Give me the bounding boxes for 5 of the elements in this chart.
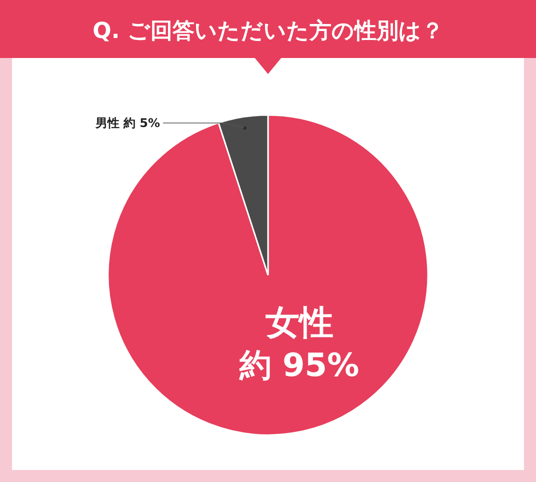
data-label: 約 95% <box>238 346 360 384</box>
pie-slice <box>107 114 429 436</box>
chart-title: Q. ご回答いただいた方の性別は？ <box>92 18 444 44</box>
slice-label: 男性 約 5% <box>94 116 160 130</box>
slice-label: 女性 <box>264 303 334 344</box>
